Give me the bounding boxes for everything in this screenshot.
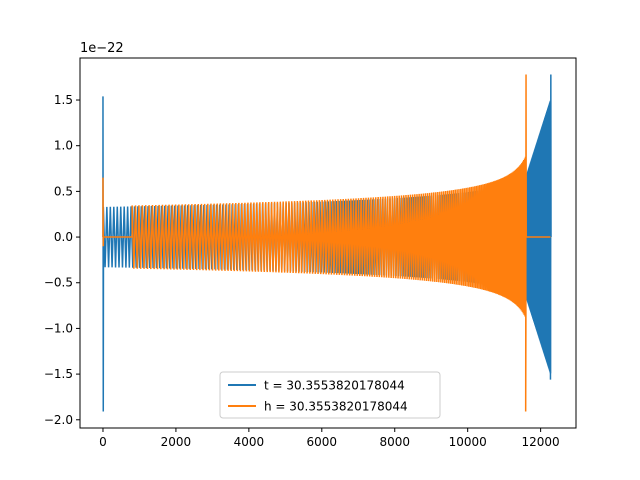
series-line-t-tail: [525, 100, 552, 374]
x-tick-label: 4000: [234, 435, 265, 449]
y-tick-label: 1.5: [54, 93, 73, 107]
x-tick-label: 0: [99, 435, 107, 449]
x-tick-label: 10000: [449, 435, 487, 449]
x-tick-label: 6000: [307, 435, 338, 449]
axes: 0 2000 4000 6000 8000 10000 12000 −2.0 −1.5 −1.0 −…: [44, 57, 577, 449]
y-tick-label: −0.5: [44, 276, 73, 290]
y-tick-label: −2.0: [44, 413, 73, 427]
series-line-h: [102, 74, 551, 412]
x-tick-label: 2000: [161, 435, 192, 449]
legend-box: [219, 371, 441, 419]
legend-label: t = 30.3553820178044: [264, 379, 405, 393]
x-tick-label: 12000: [522, 435, 560, 449]
plot-area: [102, 74, 552, 412]
y-tick-label: −1.5: [44, 367, 73, 381]
y-tick-label: 0.0: [54, 230, 73, 244]
axes-frame: [79, 57, 577, 429]
legend: t = 30.3553820178044 h = 30.3553820178044: [219, 371, 441, 419]
y-tick-label: 1.0: [54, 139, 73, 153]
legend-label: h = 30.3553820178044: [264, 400, 408, 414]
y-tick-label: −1.0: [44, 321, 73, 335]
y-tick-label: 0.5: [54, 184, 73, 198]
y-offset-label: 1e−22: [80, 41, 124, 56]
x-tick-label: 8000: [379, 435, 410, 449]
